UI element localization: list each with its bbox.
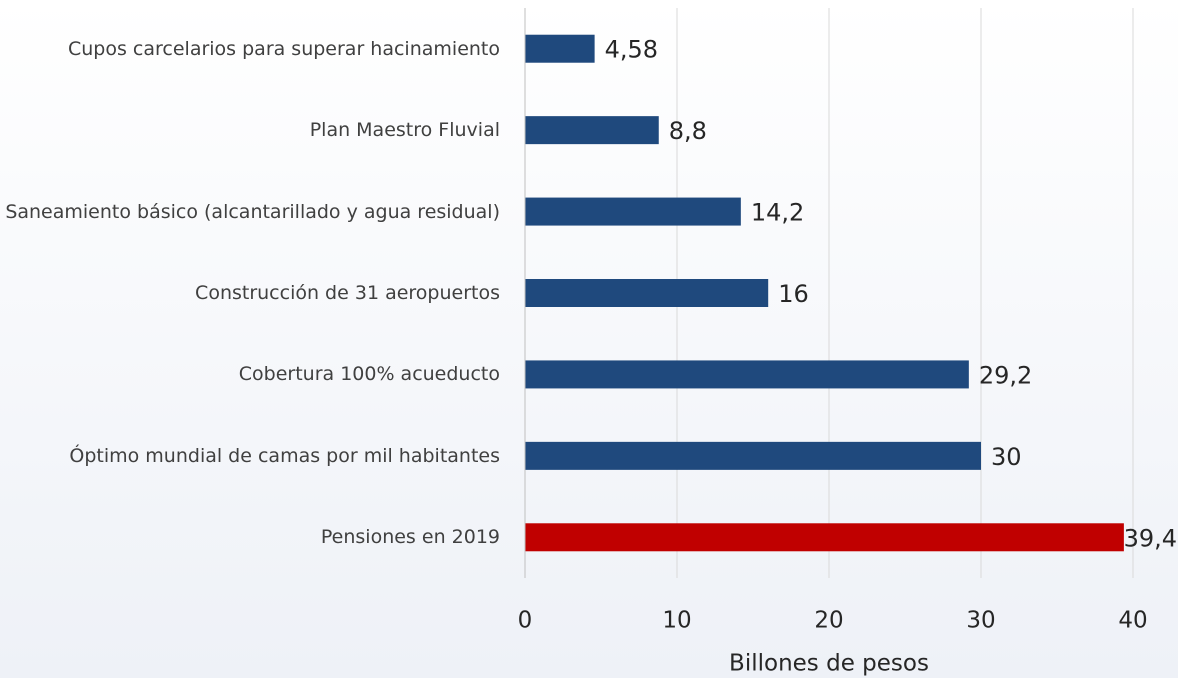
data-label: 8,8 [669,117,707,145]
bar [525,360,969,389]
y-tick-label: Óptimo mundial de camas por mil habitant… [69,444,500,467]
y-tick-label: Pensiones en 2019 [320,526,500,549]
data-label: 29,2 [979,361,1032,389]
bar [525,34,595,63]
bar [525,523,1124,552]
y-tick-label: Cobertura 100% acueducto [238,363,500,386]
x-tick-label: 30 [966,608,995,634]
y-tick-label: Cupos carcelarios para superar hacinamie… [67,37,500,60]
x-axis-title: Billones de pesos [729,651,929,677]
x-tick-label: 0 [518,608,533,634]
bar [525,279,769,307]
y-tick-label: Saneamiento básico (alcantarillado y agu… [5,200,500,223]
data-label: 30 [991,443,1022,471]
bar [525,441,981,470]
x-tick-label: 20 [814,608,843,634]
bar [525,197,741,226]
x-tick-label: 40 [1118,608,1147,634]
data-label: 14,2 [751,199,804,227]
bar [525,116,659,145]
data-label: 4,58 [605,36,658,64]
x-tick-label: 10 [662,608,691,634]
data-label: 16 [778,280,809,308]
y-tick-label: Construcción de 31 aeropuertos [195,282,500,304]
y-tick-label: Plan Maestro Fluvial [309,119,500,142]
data-label: 39,4 [1124,524,1177,552]
